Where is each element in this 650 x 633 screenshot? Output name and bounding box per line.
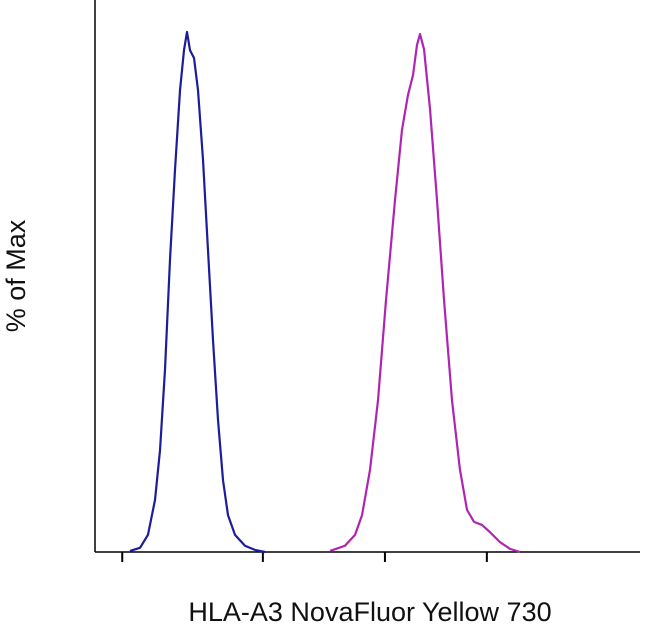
y-axis-label: % of Max [1, 219, 31, 332]
histogram-line [329, 32, 521, 554]
histogram-line [129, 30, 266, 554]
x-axis-label: HLA-A3 NovaFluor Yellow 730 [188, 597, 551, 627]
